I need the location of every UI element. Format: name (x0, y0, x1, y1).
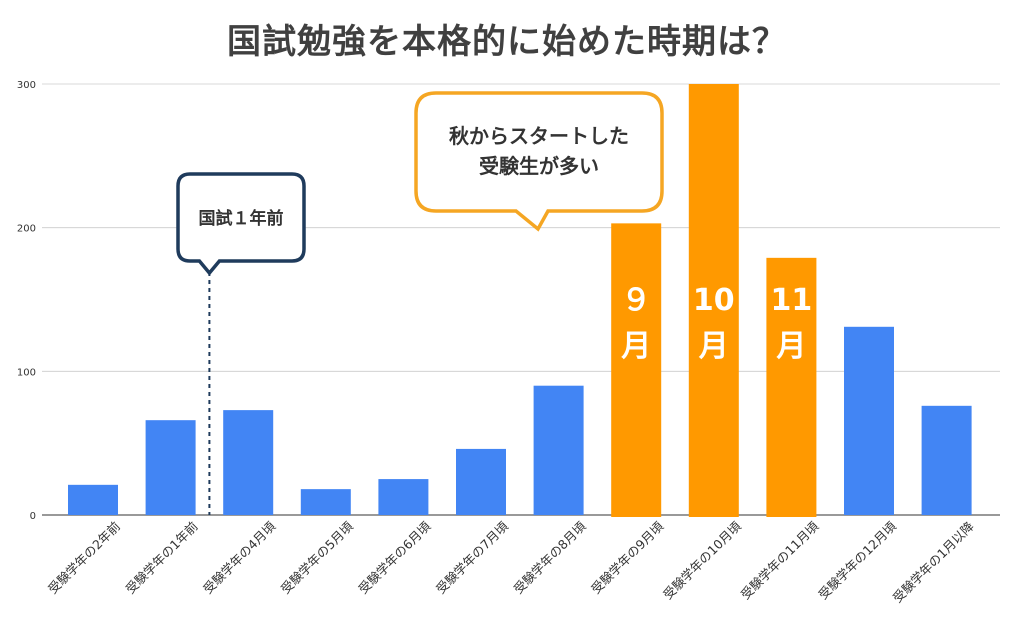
bar (68, 484, 118, 515)
y-tick-label: 300 (17, 80, 36, 91)
callout-autumn-start (414, 91, 664, 232)
x-tick-label: 受験学年の11月頃 (738, 518, 822, 602)
bar (844, 326, 894, 515)
bar-data-label: ９ (621, 283, 651, 318)
x-tick-label: 受験学年の9月頃 (588, 518, 666, 596)
x-tick-label: 受験学年の5月頃 (278, 518, 356, 596)
bar-data-label: 10 (693, 283, 735, 318)
bar (456, 448, 506, 515)
x-tick-label: 受験学年の4月頃 (200, 518, 278, 596)
bar (300, 489, 351, 515)
chart-title: 国試勉強を本格的に始めた時期は？ (227, 22, 787, 62)
bar-data-label: 月 (776, 329, 806, 364)
x-tick-label: 受験学年の7月頃 (433, 518, 511, 596)
x-tick-label: 受験学年の10月頃 (660, 518, 744, 602)
x-tick-labels: 受験学年の2年前 受験学年の1年前 受験学年の4月頃 受験学年の5月頃 受験学年の6月頃… (45, 518, 977, 605)
bar (533, 385, 584, 515)
bar (921, 405, 972, 515)
bar-data-label: 11 (771, 283, 813, 318)
x-tick-label: 受験学年の6月頃 (355, 518, 433, 596)
y-tick-label: 0 (30, 511, 36, 522)
callout-autumn-start-text: 受験生が多い (479, 154, 599, 178)
bar (688, 84, 739, 517)
bar (766, 257, 817, 517)
bar-labels: ９ 月 10 月 11 月 (621, 283, 812, 364)
callout-autumn-start-text: 秋からスタートした (449, 124, 629, 148)
bar-data-label: 月 (699, 329, 729, 364)
bar (378, 479, 429, 515)
bar (223, 410, 274, 515)
callout-one-year-before (176, 172, 306, 276)
y-tick-labels: 0 100 200 300 (17, 80, 36, 522)
x-tick-label: 受験学年の2年前 (45, 519, 123, 597)
y-tick-label: 200 (17, 224, 36, 235)
bar (611, 223, 662, 517)
bar-data-label: 月 (621, 329, 651, 364)
x-tick-label: 受験学年の1年前 (123, 519, 201, 597)
y-tick-label: 100 (17, 367, 36, 378)
bar (145, 420, 196, 515)
x-tick-label: 受験学年の1月以降 (890, 518, 977, 605)
x-tick-label: 受験学年の8月頃 (511, 518, 589, 596)
callout-one-year-before-text: 国試１年前 (199, 208, 284, 229)
x-tick-label: 受験学年の12月頃 (815, 518, 899, 602)
bars (68, 84, 972, 517)
